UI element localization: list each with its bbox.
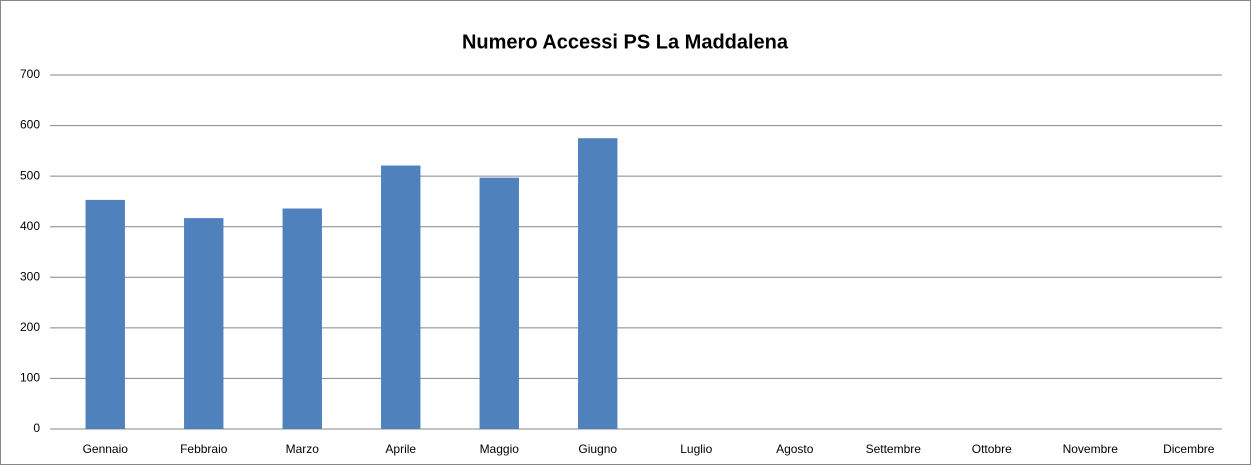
x-tick-label: Settembre [866, 442, 922, 456]
bar [184, 218, 224, 429]
y-tick-label: 400 [20, 219, 40, 233]
y-tick-label: 500 [20, 168, 40, 182]
chart-title: Numero Accessi PS La Maddalena [462, 31, 789, 53]
x-tick-label: Luglio [680, 442, 712, 456]
bar [85, 199, 125, 429]
x-tick-label: Agosto [776, 442, 814, 456]
bar [381, 165, 421, 429]
x-tick-label: Dicembre [1163, 442, 1215, 456]
y-tick-label: 200 [20, 320, 40, 334]
bar [479, 177, 519, 429]
bar [282, 208, 322, 429]
y-tick-label: 0 [33, 421, 40, 435]
y-tick-label: 100 [20, 371, 40, 385]
x-tick-label: Maggio [480, 442, 520, 456]
y-tick-label: 600 [20, 118, 40, 132]
x-tick-label: Ottobre [972, 442, 1012, 456]
x-tick-label: Gennaio [83, 442, 129, 456]
x-tick-label: Giugno [578, 442, 617, 456]
x-tick-label: Novembre [1063, 442, 1119, 456]
x-tick-label: Febbraio [180, 442, 228, 456]
y-tick-label: 300 [20, 269, 40, 283]
x-tick-label: Aprile [385, 442, 416, 456]
bar [578, 138, 618, 429]
x-tick-label: Marzo [286, 442, 320, 456]
y-tick-label: 700 [20, 67, 40, 81]
